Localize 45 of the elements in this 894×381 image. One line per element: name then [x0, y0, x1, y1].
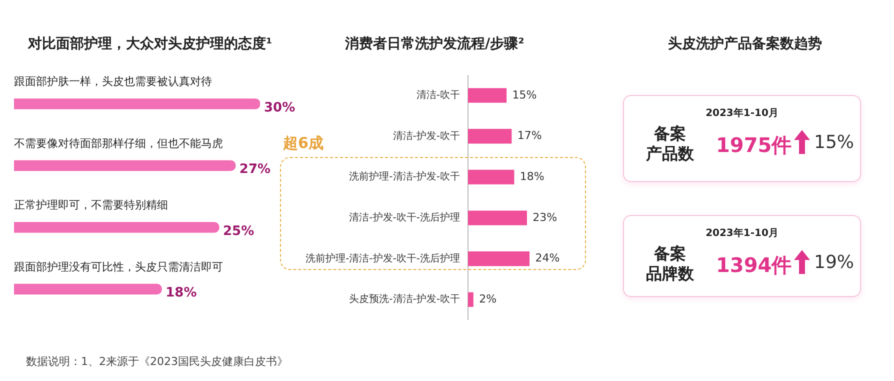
y-tick-label: 跟面部护肤一样，头皮也需要被认真对待 — [14, 75, 212, 88]
bar — [468, 88, 507, 103]
text: 1394件 — [716, 252, 792, 279]
data-label: 23% — [532, 210, 558, 224]
bar — [468, 170, 514, 184]
text: 备案 — [652, 124, 687, 144]
data-label: 18% — [166, 286, 197, 300]
y-tick-label: 头皮预洗-清洁-护发-吹干 — [349, 293, 460, 306]
bar — [468, 128, 512, 144]
text: 2023年1-10月 — [704, 226, 780, 240]
text: 备案 — [652, 244, 687, 264]
chart-title: 消费者日常洗护发流程/步骤² — [345, 35, 524, 53]
chart-title: 对比面部护理，大众对头皮护理的态度¹ — [28, 35, 272, 53]
text: 2023年1-10月 — [704, 106, 780, 120]
bar — [468, 210, 527, 226]
y-tick-label: 跟面部护理没有可比性，头皮只需清洁即可 — [14, 260, 223, 274]
text: 超6成 — [283, 134, 324, 153]
y-tick-label: 清洁-护发-吹干 — [392, 130, 460, 142]
bar — [468, 292, 474, 307]
data-label: 17% — [517, 129, 542, 142]
text: 15% — [814, 132, 854, 153]
text: 品牌数 — [646, 264, 694, 284]
y-tick-label: 不需要像对待面部那样仔细，但也不能马虎 — [14, 136, 223, 150]
y-tick-label: 洗前护理-清洁-护发-吹干-洗后护理 — [306, 252, 460, 264]
text: 头皮洗护产品备案数趋势 — [668, 35, 822, 53]
bar — [468, 251, 530, 266]
data-label: 27% — [239, 162, 271, 177]
y-tick-label: 洗前护理-清洁-护发-吹干 — [349, 170, 460, 183]
y-tick-label: 正常护理即可，不需要特别精细 — [14, 198, 168, 212]
data-label: 18% — [520, 170, 544, 183]
bar — [14, 284, 162, 294]
data-label: 15% — [512, 88, 537, 102]
text: 1975件 — [716, 132, 792, 159]
text: 19% — [814, 252, 854, 273]
y-tick-label: 清洁-吹干 — [416, 89, 460, 102]
data-label: 2% — [479, 292, 497, 306]
bar — [14, 222, 220, 233]
data-label: 24% — [535, 252, 560, 265]
bar — [14, 98, 260, 110]
text: 产品数 — [646, 144, 694, 164]
y-tick-label: 清洁-护发-吹干-洗后护理 — [349, 212, 460, 224]
bar — [14, 160, 236, 171]
data-label: 25% — [223, 224, 254, 239]
data-label: 30% — [264, 100, 296, 116]
text: 数据说明：1、2来源于《2023国民头皮健康白皮书》 — [26, 354, 288, 369]
